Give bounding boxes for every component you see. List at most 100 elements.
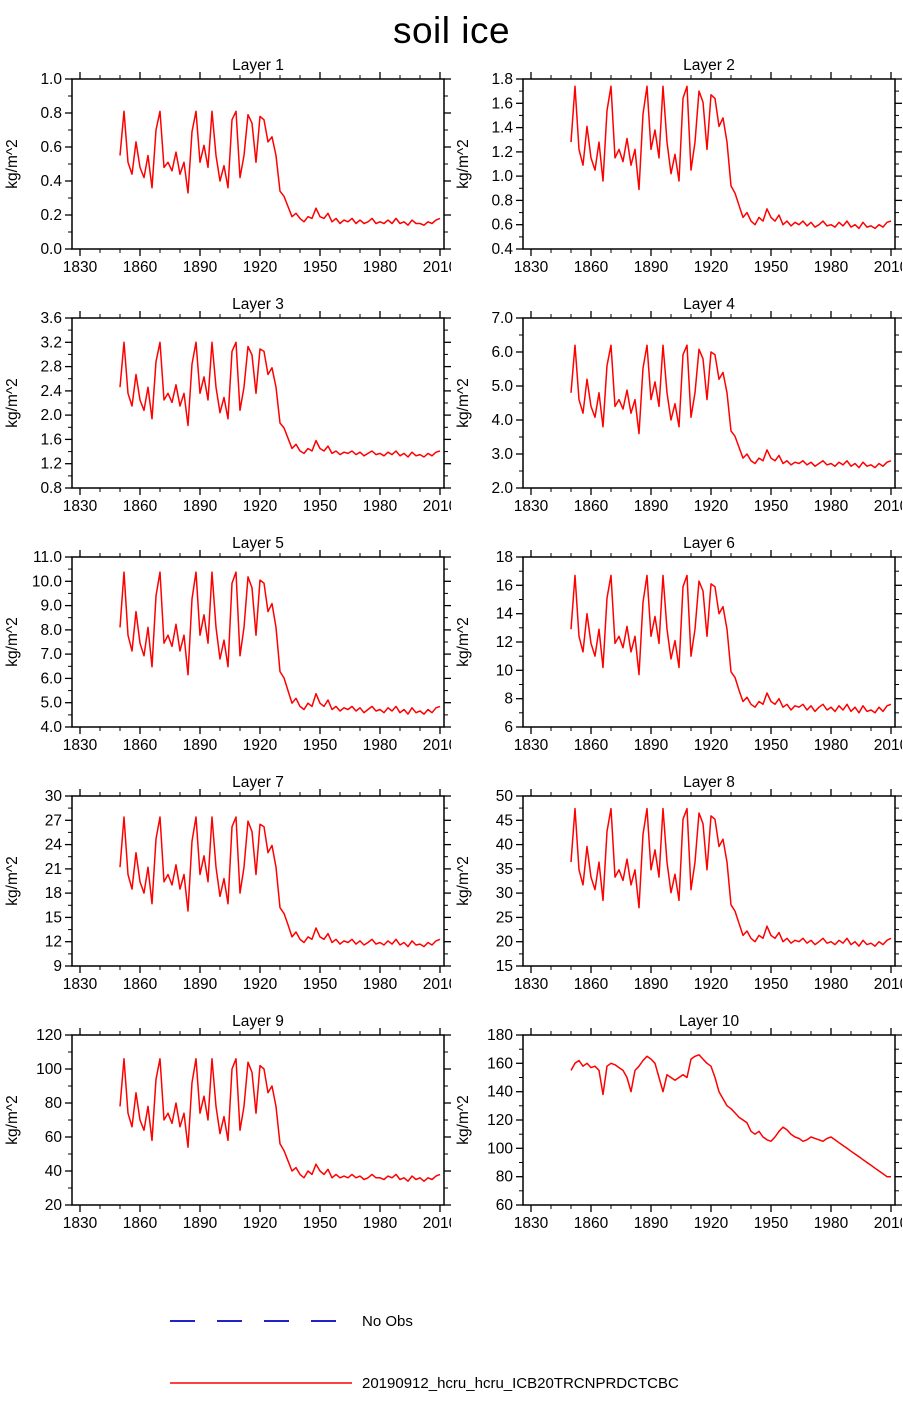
y-tick-label: 6.0 [40,670,62,687]
x-tick-label: 1950 [754,259,789,276]
x-tick-label: 1920 [243,259,278,276]
x-tick-label: 1950 [303,259,338,276]
y-tick-label: 18 [496,549,513,566]
data-line [570,85,892,230]
data-line [119,110,441,226]
y-tick-label: 16 [496,577,513,594]
y-tick-label: 0.6 [40,139,62,156]
legend-item-no-obs: No Obs [0,1311,903,1331]
y-axis-label: kg/m^2 [4,139,21,188]
x-tick-label: 1920 [694,498,729,515]
y-tick-label: 100 [36,1061,62,1078]
data-line [119,816,441,948]
x-tick-label: 1950 [754,737,789,754]
y-tick-label: 6 [504,719,513,736]
x-tick-label: 1830 [63,259,98,276]
x-tick-label: 1830 [63,1215,98,1232]
data-line [119,1058,441,1182]
plot-frame [71,556,445,728]
x-tick-label: 1980 [363,498,398,515]
y-tick-label: 80 [496,1169,514,1186]
y-tick-label: 4.0 [491,412,513,429]
x-tick-label: 1860 [574,1215,609,1232]
y-tick-label: 10.0 [32,573,63,590]
y-tick-label: 160 [487,1055,513,1072]
y-tick-label: 8 [504,691,513,708]
y-tick-label: 25 [496,909,513,926]
y-tick-label: 0.6 [491,217,513,234]
x-tick-label: 1860 [123,1215,158,1232]
chart-panel-layer-9: Layer 9 kg/m^2 1830 1860 1890 1920 1950 1980 201… [0,1010,451,1249]
y-tick-label: 2.0 [491,480,513,497]
y-tick-label: 21 [45,861,62,878]
panel-title: Layer 10 [679,1013,740,1030]
y-axis-label: kg/m^2 [4,617,21,666]
y-tick-label: 45 [496,812,513,829]
legend-label-no-obs: No Obs [362,1312,413,1330]
y-tick-label: 5.0 [40,695,62,712]
y-tick-label: 20 [496,934,514,951]
legend: No Obs 20190912_hcru_hcru_ICB20TRCNPRDCT… [0,1311,903,1411]
y-tick-label: 10 [496,662,514,679]
x-tick-label: 1860 [574,259,609,276]
x-tick-label: 1950 [303,976,338,993]
x-tick-label: 1830 [63,737,98,754]
panel-title: Layer 1 [232,57,284,74]
x-tick-label: 1860 [123,976,158,993]
y-tick-label: 5.0 [491,378,513,395]
x-tick-label: 1920 [694,1215,729,1232]
chart-svg-layer-1: Layer 1 kg/m^2 1830 1860 1890 1920 1950 1980 201… [4,57,451,276]
x-tick-label: 1980 [363,1215,398,1232]
y-tick-label: 24 [45,837,63,854]
y-tick-label: 2.4 [40,383,62,400]
data-line [119,341,441,458]
legend-label-series: 20190912_hcru_hcru_ICB20TRCNPRDCTCBC [362,1374,679,1392]
y-tick-label: 3.6 [40,310,62,327]
y-tick-label: 100 [487,1140,513,1157]
data-line [119,571,441,715]
x-tick-label: 1830 [514,976,549,993]
y-tick-label: 80 [45,1095,63,1112]
plot-frame [522,78,896,250]
x-tick-label: 1920 [694,737,729,754]
y-tick-label: 12 [496,634,513,651]
x-tick-label: 1830 [63,498,98,515]
x-tick-label: 1920 [694,259,729,276]
y-axis-label: kg/m^2 [4,378,21,427]
legend-item-series: 20190912_hcru_hcru_ICB20TRCNPRDCTCBC [0,1373,903,1393]
y-tick-label: 1.2 [491,144,513,161]
y-tick-label: 1.6 [491,95,513,112]
chart-svg-layer-4: Layer 4 kg/m^2 1830 1860 1890 1920 1950 1980 201… [455,296,902,515]
x-tick-label: 1950 [303,1215,338,1232]
data-line [570,344,892,469]
y-tick-label: 6.0 [491,344,513,361]
y-axis-label: kg/m^2 [455,378,472,427]
y-tick-label: 4.0 [40,719,62,736]
y-tick-label: 27 [45,812,62,829]
panel-title: Layer 2 [683,57,735,74]
y-tick-label: 2.0 [40,407,62,424]
x-tick-label: 1980 [363,259,398,276]
chart-panel-layer-10: Layer 10 kg/m^2 1830 1860 1890 1920 1950 1980 20… [451,1010,902,1249]
x-tick-label: 1920 [243,1215,278,1232]
x-tick-label: 1860 [123,498,158,515]
chart-panel-layer-6: Layer 6 kg/m^2 1830 1860 1890 1920 1950 1980 201… [451,532,902,771]
y-tick-label: 1.0 [40,71,62,88]
y-tick-label: 7.0 [40,646,62,663]
data-line [570,1054,891,1178]
y-tick-label: 2.8 [40,359,62,376]
panel-title: Layer 4 [683,296,735,313]
y-tick-label: 60 [45,1129,63,1146]
y-tick-label: 0.0 [40,241,62,258]
y-tick-label: 18 [45,885,62,902]
x-tick-label: 1920 [243,976,278,993]
y-tick-label: 40 [45,1163,63,1180]
x-tick-label: 1860 [123,737,158,754]
y-tick-label: 20 [45,1197,63,1214]
chart-panel-layer-2: Layer 2 kg/m^2 1830 1860 1890 1920 1950 1980 201… [451,54,902,293]
